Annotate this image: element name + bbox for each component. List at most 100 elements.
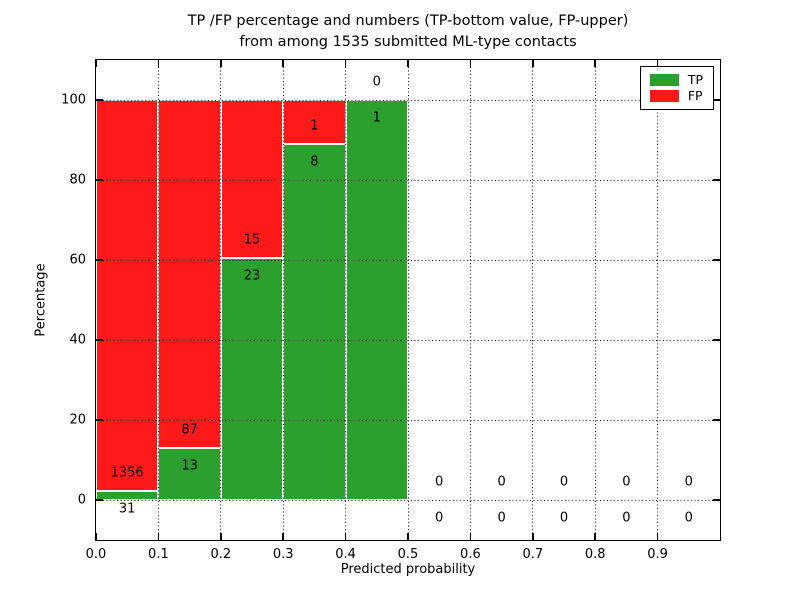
legend-label-tp: TP (687, 72, 703, 87)
gridline-horizontal (96, 99, 720, 101)
tp-count-label: 0 (684, 510, 693, 526)
x-tick-mark-top (656, 60, 659, 67)
y-tick-mark-left (96, 499, 103, 501)
bar-segment-tp (283, 144, 346, 500)
x-tick-mark-bottom (344, 533, 347, 540)
gridline-vertical (657, 60, 659, 540)
tp-count-label: 13 (181, 458, 198, 474)
x-tick-mark-bottom (532, 533, 534, 540)
y-tick-label: 100 (61, 92, 86, 108)
y-tick-label: 0 (77, 492, 86, 508)
fp-count-label: 1356 (110, 465, 144, 481)
bar-segment-tp (96, 491, 159, 500)
y-tick-label: 80 (69, 172, 86, 188)
bar-segment-fp (220, 100, 284, 258)
x-tick-mark-top (95, 60, 97, 67)
x-tick-label: 0.9 (647, 547, 668, 562)
x-tick-mark-bottom (656, 533, 659, 540)
bar-segment-tp (220, 257, 284, 500)
x-tick-mark-top (594, 60, 596, 67)
tp-count-label: 0 (497, 510, 506, 526)
gridline-vertical (282, 60, 284, 540)
bar-segment-tp (158, 448, 221, 500)
gridline-horizontal (96, 499, 720, 501)
bar-segment-fp (96, 100, 159, 492)
y-axis-label: Percentage (33, 263, 49, 337)
y-tick-mark-left (96, 259, 103, 261)
y-tick-mark-left (96, 419, 103, 421)
gridline-vertical (469, 60, 471, 540)
gridline-horizontal (96, 179, 720, 181)
fp-count-label: 0 (684, 474, 693, 490)
bar-segment-fp (283, 100, 346, 145)
y-tick-mark-left (96, 179, 103, 181)
x-tick-mark-top (532, 60, 534, 67)
x-tick-label: 0.4 (335, 547, 356, 562)
legend-patch-fp (649, 89, 679, 102)
gridline-vertical (157, 60, 159, 540)
gridline-vertical (220, 60, 222, 540)
tp-count-label: 1 (372, 110, 381, 126)
bar-segment-tp (345, 100, 408, 500)
x-tick-mark-bottom (157, 533, 160, 540)
y-tick-label: 60 (69, 252, 86, 268)
legend-entry-tp: TP (649, 72, 703, 87)
y-tick-label: 40 (69, 332, 86, 348)
fp-count-label: 0 (559, 474, 569, 490)
x-tick-label: 0.3 (272, 547, 294, 562)
y-tick-label: 20 (69, 412, 86, 428)
y-tick-mark-left (96, 99, 103, 101)
chart-title-line2: from among 1535 submitted ML-type contac… (239, 33, 577, 50)
y-tick-mark-right (713, 99, 720, 101)
x-tick-mark-bottom (469, 533, 472, 540)
x-tick-mark-bottom (95, 533, 97, 540)
gridline-vertical (407, 60, 409, 540)
fp-count-label: 87 (181, 422, 198, 438)
gridline-horizontal (96, 419, 720, 421)
x-tick-mark-bottom (594, 533, 596, 540)
y-tick-mark-left (96, 339, 103, 341)
y-tick-mark-right (713, 339, 720, 341)
gridline-vertical (345, 60, 347, 540)
x-tick-label: 0.0 (85, 547, 107, 562)
fp-count-label: 1 (310, 118, 319, 134)
legend: TP FP (639, 66, 714, 110)
fp-count-label: 0 (435, 474, 444, 490)
tp-count-label: 8 (310, 154, 319, 170)
x-axis-label: Predicted probability (340, 562, 476, 577)
tp-count-label: 0 (559, 510, 569, 526)
gridline-vertical (532, 60, 534, 540)
x-tick-label: 0.6 (460, 547, 481, 562)
gridline-horizontal (96, 339, 720, 341)
chart-title-line1: TP /FP percentage and numbers (TP-bottom… (187, 13, 629, 29)
x-tick-mark-top (469, 60, 472, 67)
fp-count-label: 15 (243, 232, 261, 248)
x-tick-label: 0.8 (584, 547, 606, 562)
legend-patch-tp (649, 74, 679, 87)
tp-count-label: 0 (435, 510, 444, 526)
x-tick-mark-bottom (282, 533, 284, 540)
y-tick-mark-right (713, 179, 720, 181)
tp-count-label: 23 (243, 268, 261, 284)
plot-area: TP FP 0.0 0.1 0.2 0.3 0.4 0.5 0.6 0.7 0.8 0.9 0 20 40… (61, 59, 721, 562)
legend-entry-fp: FP (649, 87, 703, 103)
gridline-vertical (594, 60, 596, 540)
x-tick-mark-top (220, 60, 222, 67)
tp-count-label: 31 (118, 501, 136, 517)
legend-label-fp: FP (687, 87, 703, 103)
fp-count-label: 0 (372, 74, 381, 90)
x-tick-mark-top (157, 60, 160, 67)
x-tick-mark-bottom (220, 533, 222, 540)
x-tick-mark-top (344, 60, 347, 67)
x-tick-mark-top (282, 60, 284, 67)
x-tick-mark-top (407, 60, 409, 67)
fp-count-label: 0 (622, 474, 631, 490)
y-tick-mark-right (713, 259, 720, 261)
gridline-horizontal (96, 259, 720, 261)
fp-count-label: 0 (497, 474, 506, 490)
y-tick-mark-right (713, 419, 720, 421)
x-tick-label: 0.1 (148, 547, 169, 562)
x-tick-label: 0.2 (210, 547, 232, 562)
chart-title: TP /FP percentage and numbers (TP-bottom… (96, 11, 720, 52)
